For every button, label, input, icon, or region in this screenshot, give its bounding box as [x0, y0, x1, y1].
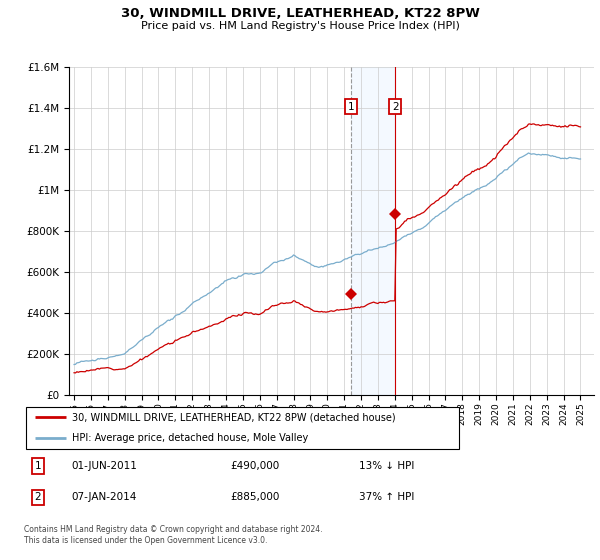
Text: 1: 1 [348, 101, 355, 111]
Text: £490,000: £490,000 [230, 461, 280, 471]
FancyBboxPatch shape [26, 407, 459, 449]
Text: 2: 2 [392, 101, 398, 111]
Text: 01-JUN-2011: 01-JUN-2011 [71, 461, 137, 471]
Bar [351, 67, 395, 395]
Text: HPI: Average price, detached house, Mole Valley: HPI: Average price, detached house, Mole… [72, 433, 308, 444]
Text: 07-JAN-2014: 07-JAN-2014 [71, 492, 137, 502]
Text: £885,000: £885,000 [230, 492, 280, 502]
Text: Contains HM Land Registry data © Crown copyright and database right 2024.
This d: Contains HM Land Registry data © Crown c… [24, 525, 323, 545]
Text: Price paid vs. HM Land Registry's House Price Index (HPI): Price paid vs. HM Land Registry's House … [140, 21, 460, 31]
Text: 13% ↓ HPI: 13% ↓ HPI [359, 461, 414, 471]
Text: 30, WINDMILL DRIVE, LEATHERHEAD, KT22 8PW: 30, WINDMILL DRIVE, LEATHERHEAD, KT22 8P… [121, 7, 479, 20]
Text: 30, WINDMILL DRIVE, LEATHERHEAD, KT22 8PW (detached house): 30, WINDMILL DRIVE, LEATHERHEAD, KT22 8P… [72, 412, 396, 422]
Text: 1: 1 [35, 461, 41, 471]
Text: 2: 2 [35, 492, 41, 502]
Text: 37% ↑ HPI: 37% ↑ HPI [359, 492, 414, 502]
